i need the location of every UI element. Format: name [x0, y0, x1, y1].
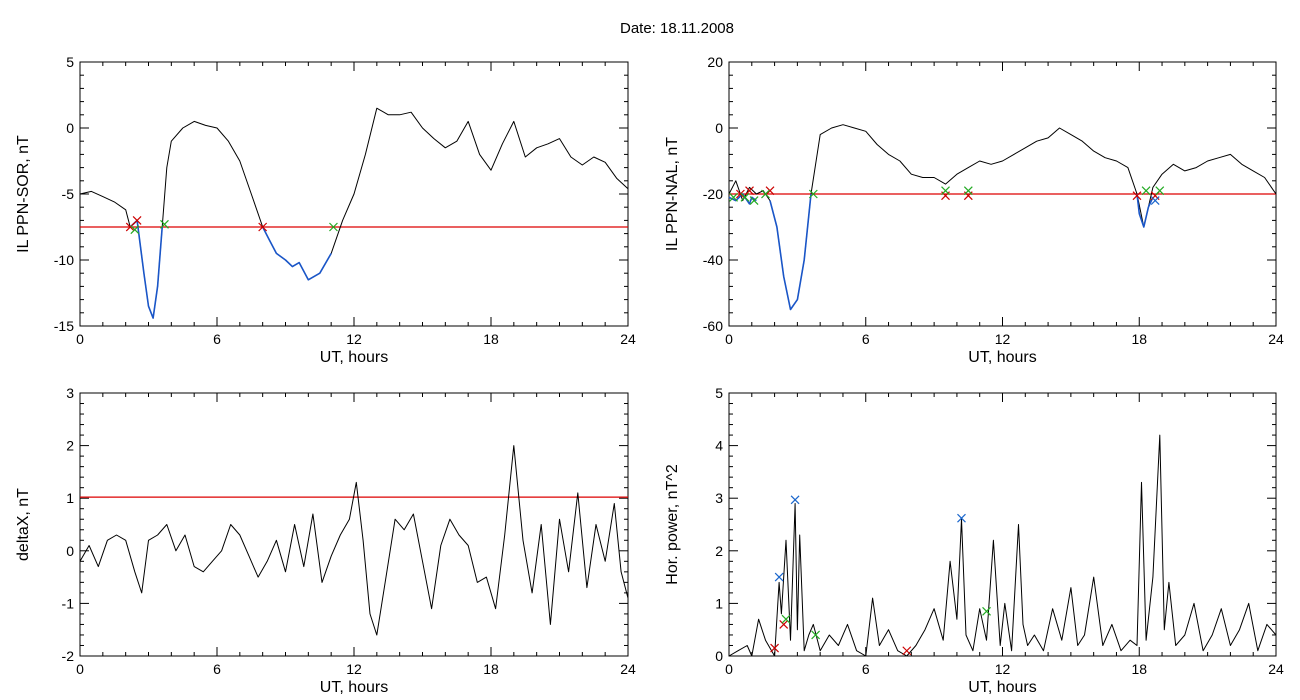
x-tick-label: 18 [1131, 661, 1147, 677]
event-line [769, 193, 812, 311]
panel-1: 0 6 12 18 24 5 0 -5 -10 -15 UT, hours IL PPN-SOR, n… [15, 54, 636, 366]
signal-line [728, 434, 1277, 657]
x-tick-label: 24 [1268, 661, 1284, 677]
marker-red [779, 620, 789, 629]
y-tick-label: 0 [715, 120, 723, 136]
x-tick-label: 6 [862, 661, 870, 677]
x-tick-label: 12 [346, 661, 362, 677]
page-title: Date: 18.11.2008 [620, 20, 734, 37]
x-tick-label: 6 [862, 331, 870, 347]
signal-line [728, 124, 1277, 310]
marker-red [770, 643, 780, 653]
panel-3: 0 6 12 18 24 3 2 1 0 -1 -2 UT, hours deltaX, nT [15, 385, 636, 696]
marker-red [1132, 191, 1142, 201]
marker-red [765, 186, 775, 196]
y-tick-label: -20 [703, 186, 723, 202]
x-tick-label: 24 [620, 331, 636, 347]
x-tick-label: 6 [213, 661, 221, 677]
y-tick-label: -15 [54, 318, 74, 334]
marker-red [735, 189, 745, 199]
y-tick-label: 3 [66, 385, 74, 401]
x-tick-label: 12 [346, 331, 362, 347]
marker-green [160, 219, 169, 229]
x-tick-label: 24 [620, 661, 636, 677]
panel-4: 0 6 12 18 24 5 4 3 2 1 0 UT, hours Hor. power, nT^2 [664, 385, 1284, 696]
event-line [261, 226, 332, 281]
x-tick-label: 0 [76, 331, 84, 347]
x-axis-label: UT, hours [320, 349, 388, 366]
y-tick-label: 2 [715, 543, 723, 559]
marker-green [329, 222, 338, 232]
y-tick-label: -40 [703, 252, 723, 268]
x-tick-label: 6 [213, 331, 221, 347]
y-tick-label: -5 [62, 186, 75, 202]
marker-blue [957, 513, 966, 523]
y-tick-label: -60 [703, 318, 723, 334]
marker-green [808, 189, 818, 199]
x-axis-label: UT, hours [320, 679, 388, 696]
x-tick-label: 12 [995, 331, 1011, 347]
marker-blue [790, 495, 800, 505]
marker-red [258, 222, 268, 232]
marker-green [941, 186, 950, 196]
marker-blue [1150, 196, 1160, 206]
y-tick-label: 0 [715, 648, 723, 664]
marker-green [1155, 186, 1165, 196]
x-axis-label: UT, hours [968, 679, 1036, 696]
plot-frame [728, 392, 1277, 657]
y-axis-label: IL PPN-SOR, nT [15, 135, 32, 253]
y-tick-label: -10 [54, 252, 74, 268]
marker-red [745, 186, 754, 196]
y-tick-label: 1 [715, 595, 723, 611]
marker-green [963, 186, 973, 196]
marker-green [761, 189, 770, 199]
y-axis-label: Hor. power, nT^2 [664, 464, 681, 585]
marker-blue [774, 572, 784, 582]
marker-green [781, 614, 791, 624]
y-tick-label: 20 [707, 54, 723, 70]
y-tick-label: 1 [66, 490, 74, 506]
x-tick-label: 12 [995, 661, 1011, 677]
x-tick-label: 18 [1131, 331, 1147, 347]
marker-green [1141, 186, 1151, 196]
y-tick-label: 4 [715, 438, 723, 454]
event-line [1136, 193, 1154, 228]
plot-frame [79, 392, 629, 657]
y-axis-label: IL PPN-NAL, nT [664, 137, 681, 251]
y-tick-label: 0 [66, 543, 74, 559]
marker-green [740, 192, 750, 202]
marker-green [982, 606, 991, 616]
x-axis-label: UT, hours [968, 349, 1036, 366]
y-tick-label: 3 [715, 490, 723, 506]
marker-green [130, 225, 140, 235]
y-tick-label: -1 [62, 595, 75, 611]
panel-2: 0 6 12 18 24 20 0 -20 -40 -60 UT, hours IL PPN-NAL,… [664, 54, 1284, 366]
marker-red [125, 222, 135, 232]
signal-line [79, 445, 629, 636]
marker-red [902, 646, 912, 656]
marker-red [132, 215, 142, 225]
marker-green [749, 196, 759, 206]
y-tick-label: 5 [715, 385, 723, 401]
x-tick-label: 24 [1268, 331, 1284, 347]
x-tick-label: 0 [725, 331, 733, 347]
marker-green [729, 192, 738, 202]
y-tick-label: 5 [66, 54, 74, 70]
x-tick-label: 18 [483, 331, 499, 347]
y-tick-label: -2 [62, 648, 75, 664]
y-tick-label: 0 [66, 120, 74, 136]
y-tick-label: 2 [66, 438, 74, 454]
signal-line [79, 107, 629, 319]
marker-green [811, 630, 821, 640]
event-line [129, 219, 163, 319]
x-tick-label: 18 [483, 661, 499, 677]
y-axis-label: deltaX, nT [15, 488, 32, 561]
x-tick-label: 0 [76, 661, 84, 677]
x-tick-label: 0 [725, 661, 733, 677]
